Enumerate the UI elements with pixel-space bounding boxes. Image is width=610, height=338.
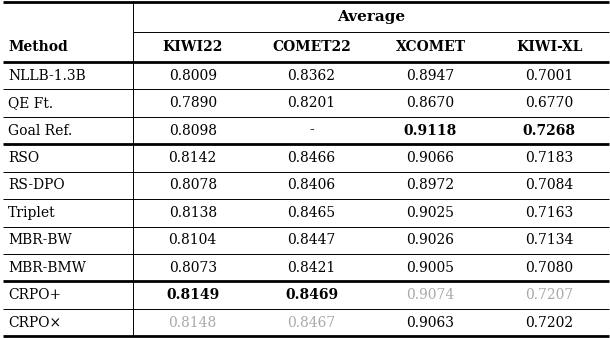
Text: Average: Average <box>337 10 405 24</box>
Text: 0.8201: 0.8201 <box>287 96 336 110</box>
Text: -: - <box>309 123 314 138</box>
Text: 0.7134: 0.7134 <box>525 233 573 247</box>
Text: 0.8467: 0.8467 <box>287 316 336 330</box>
Text: XCOMET: XCOMET <box>395 40 465 54</box>
Text: 0.8142: 0.8142 <box>168 151 217 165</box>
Text: 0.9074: 0.9074 <box>406 288 454 302</box>
Text: 0.8469: 0.8469 <box>285 288 338 302</box>
Text: QE Ft.: QE Ft. <box>8 96 53 110</box>
Text: 0.7163: 0.7163 <box>525 206 573 220</box>
Text: KIWI22: KIWI22 <box>162 40 223 54</box>
Text: Triplet: Triplet <box>8 206 56 220</box>
Text: 0.9066: 0.9066 <box>406 151 454 165</box>
Text: NLLB-1.3B: NLLB-1.3B <box>8 69 85 83</box>
Text: COMET22: COMET22 <box>272 40 351 54</box>
Text: 0.8447: 0.8447 <box>287 233 336 247</box>
Text: 0.7084: 0.7084 <box>525 178 573 192</box>
Text: MBR-BMW: MBR-BMW <box>8 261 86 275</box>
Text: 0.8362: 0.8362 <box>287 69 336 83</box>
Text: Method: Method <box>8 40 68 54</box>
Text: 0.7890: 0.7890 <box>168 96 217 110</box>
Text: 0.8466: 0.8466 <box>287 151 336 165</box>
Text: 0.7183: 0.7183 <box>525 151 573 165</box>
Text: 0.7080: 0.7080 <box>525 261 573 275</box>
Text: 0.8972: 0.8972 <box>406 178 454 192</box>
Text: 0.9005: 0.9005 <box>406 261 454 275</box>
Text: CRPO×: CRPO× <box>8 316 61 330</box>
Text: 0.8138: 0.8138 <box>168 206 217 220</box>
Text: 0.8406: 0.8406 <box>287 178 336 192</box>
Text: 0.7001: 0.7001 <box>525 69 573 83</box>
Text: 0.8149: 0.8149 <box>166 288 220 302</box>
Text: MBR-BW: MBR-BW <box>8 233 72 247</box>
Text: Goal Ref.: Goal Ref. <box>8 123 72 138</box>
Text: 0.8465: 0.8465 <box>287 206 336 220</box>
Text: 0.8078: 0.8078 <box>168 178 217 192</box>
Text: 0.8148: 0.8148 <box>168 316 217 330</box>
Text: CRPO+: CRPO+ <box>8 288 61 302</box>
Text: 0.8098: 0.8098 <box>169 123 217 138</box>
Text: RS-DPO: RS-DPO <box>8 178 65 192</box>
Text: RSO: RSO <box>8 151 39 165</box>
Text: 0.8421: 0.8421 <box>287 261 336 275</box>
Text: 0.6770: 0.6770 <box>525 96 573 110</box>
Text: KIWI-XL: KIWI-XL <box>516 40 583 54</box>
Text: 0.9026: 0.9026 <box>406 233 454 247</box>
Text: 0.8009: 0.8009 <box>169 69 217 83</box>
Text: 0.8670: 0.8670 <box>406 96 454 110</box>
Text: 0.7207: 0.7207 <box>525 288 573 302</box>
Text: 0.9118: 0.9118 <box>404 123 457 138</box>
Text: 0.8947: 0.8947 <box>406 69 454 83</box>
Text: 0.7268: 0.7268 <box>523 123 576 138</box>
Text: 0.9063: 0.9063 <box>406 316 454 330</box>
Text: 0.8104: 0.8104 <box>168 233 217 247</box>
Text: 0.7202: 0.7202 <box>525 316 573 330</box>
Text: 0.9025: 0.9025 <box>406 206 454 220</box>
Text: 0.8073: 0.8073 <box>168 261 217 275</box>
